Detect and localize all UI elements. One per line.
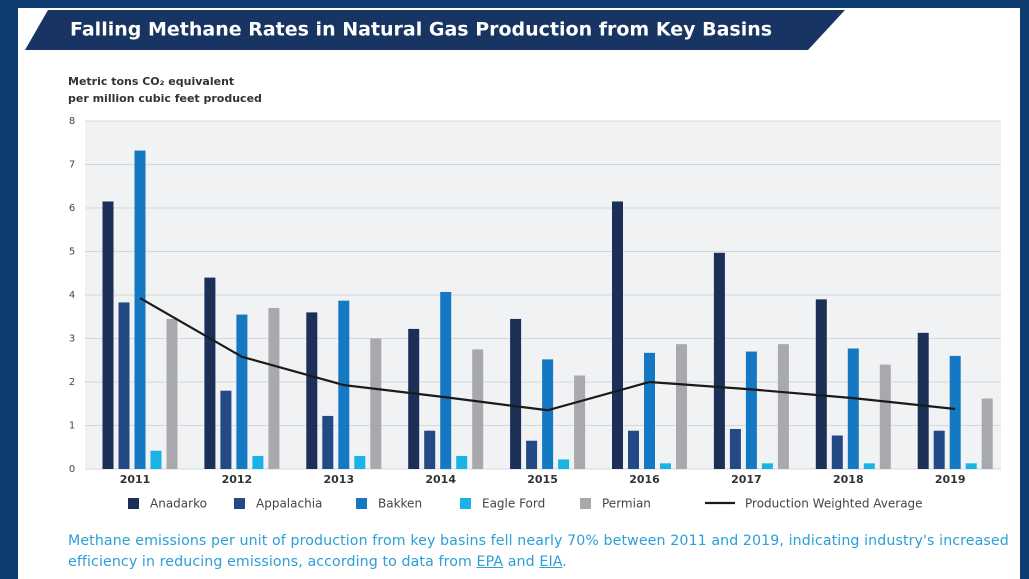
y-tick-label: 3	[69, 334, 75, 345]
bar	[660, 463, 671, 469]
caption-text: .	[562, 554, 567, 570]
legend-marker	[460, 498, 471, 509]
title-banner	[25, 10, 845, 50]
bar	[322, 415, 334, 469]
x-tick-label: 2015	[527, 473, 558, 486]
y-tick-label: 8	[69, 116, 75, 127]
legend-label: Permian	[602, 497, 651, 511]
bar	[949, 355, 961, 469]
x-tick-label: 2018	[833, 473, 864, 486]
bar	[981, 398, 993, 469]
x-tick-label: 2019	[935, 473, 966, 486]
bar	[252, 455, 264, 469]
y-tick-label: 5	[69, 247, 75, 258]
legend-label: Bakken	[378, 497, 422, 511]
y-tick-label: 2	[69, 377, 75, 388]
bar	[456, 455, 468, 469]
caption-text: Methane emissions per unit of production…	[68, 533, 1009, 570]
caption: Methane emissions per unit of production…	[68, 531, 1018, 573]
bar	[965, 463, 977, 469]
y-tick-label: 4	[69, 290, 75, 301]
legend-label: Production Weighted Average	[745, 497, 923, 511]
bar	[729, 428, 741, 469]
bar	[424, 430, 436, 469]
bar	[644, 352, 655, 469]
bar	[166, 318, 178, 469]
bar	[558, 459, 570, 469]
chart-title: Falling Methane Rates in Natural Gas Pro…	[70, 19, 772, 41]
bar	[831, 435, 843, 469]
bar	[815, 299, 827, 469]
line-series	[139, 297, 956, 412]
bar	[370, 338, 382, 469]
bar	[118, 302, 130, 469]
y-tick-label: 0	[69, 464, 75, 475]
bar	[220, 390, 232, 469]
legend-marker	[356, 498, 367, 509]
bar	[612, 201, 623, 469]
bar	[102, 201, 114, 469]
bar	[628, 430, 639, 469]
bar	[713, 252, 725, 469]
y-tick-label: 7	[69, 160, 75, 171]
bar	[510, 318, 522, 469]
bar	[933, 430, 945, 469]
x-tick-label: 2016	[629, 473, 660, 486]
legend-label: Anadarko	[150, 497, 207, 511]
bar	[150, 450, 162, 469]
bar	[440, 291, 452, 469]
bar	[863, 463, 875, 469]
x-tick-label: 2017	[731, 473, 762, 486]
legend-label: Eagle Ford	[482, 497, 545, 511]
legend-marker	[580, 498, 591, 509]
bar	[847, 348, 859, 469]
legend-marker	[128, 498, 139, 509]
bar	[204, 277, 216, 469]
bar	[542, 359, 554, 469]
legend-marker	[234, 498, 245, 509]
bar	[354, 455, 366, 469]
bar	[745, 351, 757, 469]
x-tick-label: 2011	[120, 473, 151, 486]
y-tick-label: 1	[69, 421, 75, 432]
bar	[917, 332, 929, 469]
bar	[472, 349, 484, 469]
y-axis-label: per million cubic feet produced	[68, 92, 262, 105]
bar	[236, 314, 248, 469]
bar	[306, 312, 318, 469]
legend-label: Appalachia	[256, 497, 322, 511]
bar	[777, 344, 789, 469]
link[interactable]: EIA	[539, 554, 563, 570]
bar	[268, 308, 280, 469]
caption-text: and	[503, 554, 540, 570]
bar	[879, 364, 891, 469]
x-tick-label: 2014	[425, 473, 456, 486]
x-tick-label: 2013	[323, 473, 354, 486]
bar	[526, 440, 538, 469]
bar	[408, 328, 420, 469]
bar	[676, 344, 687, 469]
y-axis-label: Metric tons CO₂ equivalent	[68, 75, 234, 88]
bar	[134, 150, 146, 469]
bar	[574, 375, 586, 469]
x-tick-label: 2012	[222, 473, 253, 486]
link[interactable]: EPA	[476, 554, 504, 570]
y-tick-label: 6	[69, 203, 75, 214]
bar	[761, 463, 773, 469]
